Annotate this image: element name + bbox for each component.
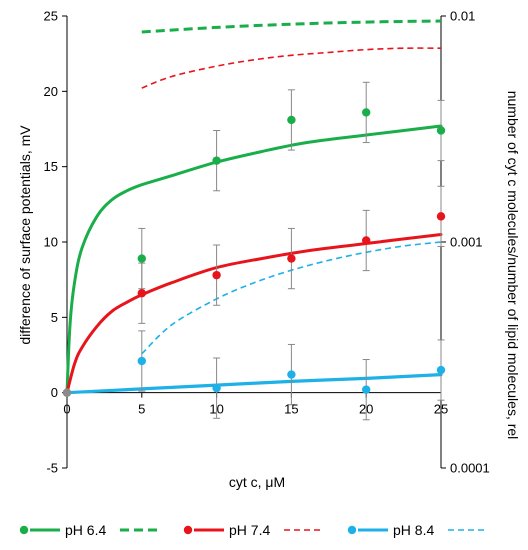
legend-label: pH 7.4 [229, 522, 270, 538]
error-bars [138, 81, 445, 421]
model-curves [141, 19, 442, 355]
legend-item-ph-8-4: pH 8.4 [347, 522, 488, 538]
model-line-ph-7-4 [141, 47, 442, 89]
legend-marker [347, 525, 357, 535]
legend: pH 6.4 pH 7.4 pH 8.4 [19, 522, 488, 538]
legend-item-ph-6-4: pH 6.4 [19, 522, 160, 538]
data-point-ph-6-4 [287, 115, 296, 125]
data-points [62, 108, 446, 397]
data-point-ph-8-4 [212, 383, 221, 393]
model-line-ph-6-4 [141, 19, 442, 34]
y2-tick-label: 0.001 [450, 235, 483, 250]
fit-line-ph-8-4 [65, 373, 443, 395]
data-point-ph-7-4 [137, 289, 146, 298]
data-point-ph-8-4 [436, 365, 446, 375]
legend-marker [19, 525, 29, 535]
y-axis-title: difference of surface potentials, mV [17, 125, 33, 345]
y-tick-label: 25 [44, 9, 58, 24]
data-point-ph-8-4 [62, 388, 72, 397]
data-point-ph-8-4 [137, 356, 146, 366]
y2-tick-label: 0.01 [450, 9, 475, 24]
y2-axis-title: number of cyt c molecules/number of lipi… [505, 91, 521, 440]
fit-line-ph-6-4 [65, 124, 443, 395]
legend-item-ph-7-4: pH 7.4 [183, 522, 324, 538]
legend-marker [183, 525, 193, 535]
data-point-ph-7-4 [436, 212, 446, 221]
fit-line-ph-7-4 [65, 233, 443, 395]
y-tick-label: 5 [51, 310, 58, 325]
data-point-ph-6-4 [436, 126, 446, 135]
tick-labels: -5 0 5 10 15 20 25 0.0001 0.001 0.01 0 5 10 15 20 25 [44, 9, 490, 476]
data-point-ph-8-4 [287, 370, 296, 379]
data-point-ph-6-4 [212, 156, 221, 165]
data-point-ph-8-4 [362, 385, 371, 394]
x-tick-label: 25 [434, 402, 448, 417]
data-point-ph-6-4 [137, 254, 146, 263]
data-point-ph-7-4 [212, 270, 221, 280]
x-tick-label: 15 [284, 402, 298, 417]
x-tick-label: 20 [359, 402, 373, 417]
y2-tick-label: 0.0001 [450, 461, 490, 476]
data-point-ph-7-4 [287, 254, 296, 263]
data-point-ph-7-4 [362, 236, 371, 245]
x-tick-label: 5 [138, 402, 145, 417]
x-axis-title: cyt c, μM [229, 474, 285, 490]
legend-label: pH 6.4 [65, 522, 106, 538]
data-point-ph-6-4 [362, 108, 371, 117]
y-tick-label: 0 [51, 385, 58, 400]
y-tick-label: -5 [46, 461, 58, 476]
legend-label: pH 8.4 [393, 522, 434, 538]
y-tick-label: 10 [44, 235, 58, 250]
x-tick-label: 0 [63, 402, 70, 417]
y-tick-label: 20 [44, 84, 58, 99]
x-tick-label: 10 [209, 402, 223, 417]
y-tick-label: 15 [44, 159, 58, 174]
fit-curves [65, 124, 443, 395]
